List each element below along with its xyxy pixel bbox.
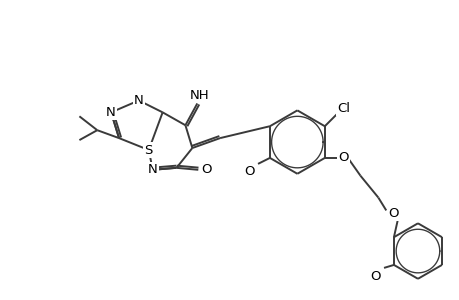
Text: N: N [147,163,157,176]
Text: O: O [387,207,397,220]
Text: O: O [243,165,254,178]
Text: O: O [369,270,380,283]
Text: O: O [338,152,348,164]
Text: S: S [144,143,152,157]
Text: Cl: Cl [336,102,349,115]
Text: NH: NH [189,89,209,102]
Text: O: O [201,163,211,176]
Text: N: N [106,106,116,119]
Text: N: N [134,94,143,107]
